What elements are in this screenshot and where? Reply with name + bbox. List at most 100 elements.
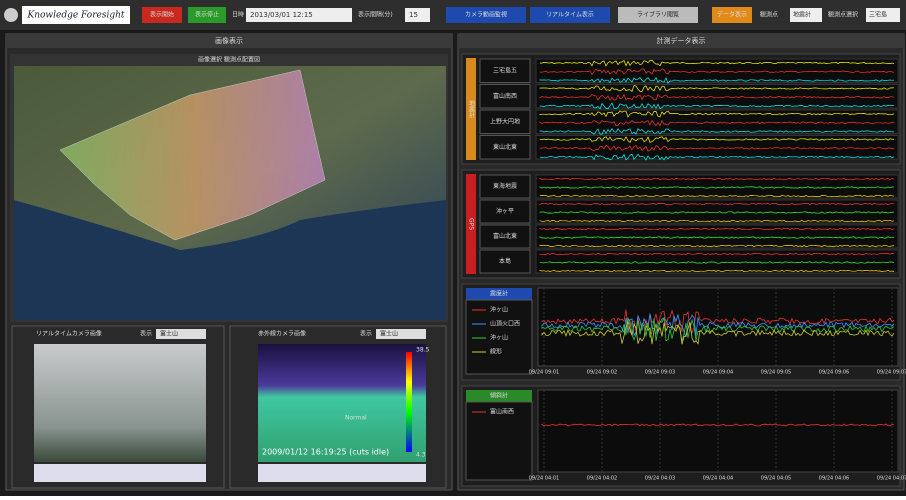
map-subtitle: 画像選択 観測点配置図 [198, 56, 260, 64]
time-label: 09/24 04:06 [819, 476, 849, 482]
marker-label: Normal [345, 415, 367, 422]
camera-select[interactable] [156, 329, 206, 339]
playback-bar[interactable] [34, 464, 206, 482]
interval-value[interactable]: 15 [409, 11, 418, 19]
label: 表示間隔(分) [358, 11, 393, 19]
waveform [539, 194, 895, 198]
label-box [466, 288, 532, 300]
station-label: 富山南西 [493, 92, 517, 100]
station-label-box [479, 174, 531, 199]
time-label: 09/24 04:02 [587, 476, 617, 482]
waveform-area [535, 249, 899, 274]
label-box [466, 390, 532, 402]
waveform [539, 144, 895, 152]
waveform-area [535, 135, 899, 160]
nav-button[interactable] [530, 7, 610, 23]
waveform [539, 219, 895, 223]
time-label: 09/24 09:01 [529, 370, 559, 376]
waveform [539, 211, 894, 214]
section-label: 地震計 [468, 99, 475, 119]
waveform [539, 85, 895, 93]
nav-label[interactable]: データ表示 [717, 11, 747, 19]
legend-box [465, 299, 533, 375]
playback-bar[interactable] [258, 464, 426, 482]
station-label: 沖ヶ平 [496, 207, 514, 215]
nav-label[interactable]: リアルタイム表示 [546, 11, 594, 19]
select-label: 表示 [360, 330, 372, 338]
nav-label[interactable]: ライブラリ閲覧 [637, 11, 679, 19]
camera-select[interactable] [376, 329, 426, 339]
camera-select-value[interactable]: 富士山 [380, 330, 398, 338]
waveform [539, 128, 895, 135]
waveform [539, 177, 895, 181]
station-label: 本島 [499, 257, 511, 265]
waveform [539, 136, 895, 143]
waveform [539, 153, 895, 161]
panel-header [6, 34, 452, 48]
time-label: 09/24 04:03 [645, 476, 675, 482]
waveform-area [535, 174, 899, 199]
station-label-box [479, 58, 531, 83]
station-value[interactable]: 三宅島 [869, 11, 887, 19]
legend-label: 線形 [490, 348, 502, 356]
waveform [539, 227, 895, 231]
time-label: 09/24 04:01 [529, 476, 559, 482]
section-label: 傾斜計 [490, 392, 508, 400]
date-value[interactable]: 2013/03/01 12:15 [250, 11, 313, 19]
infrared-image [258, 344, 426, 462]
time-label: 09/24 09:05 [761, 370, 791, 376]
observation-select[interactable] [790, 8, 822, 22]
time-label: 09/24 09:04 [703, 370, 733, 376]
waveform [539, 252, 895, 256]
camera-title: リアルタイムカメラ画像 [36, 330, 102, 338]
station-label: 上野大円地 [490, 117, 520, 125]
waveform [539, 261, 895, 264]
color-scale [406, 352, 412, 452]
station-select[interactable] [866, 8, 900, 22]
logo: Knowledge Foresight [26, 11, 124, 21]
waveform [539, 110, 895, 118]
interval-select[interactable] [405, 8, 430, 22]
nav-button[interactable] [618, 7, 698, 23]
waveform [539, 68, 895, 76]
station-label: 東山北東 [493, 143, 517, 151]
surface-mesh [59, 69, 326, 241]
station-label: 三宅島五 [493, 66, 517, 74]
trace [541, 316, 895, 342]
camera-image [34, 344, 206, 462]
nav-label[interactable]: カメラ動画監視 [465, 11, 507, 19]
button[interactable] [142, 7, 182, 23]
waveform [539, 269, 895, 273]
scale-min: 4.3 [416, 452, 426, 459]
legend-label: 沖ヶ山 [490, 306, 508, 314]
waveform [539, 119, 895, 127]
camera-select-value[interactable]: 富士山 [160, 330, 178, 338]
nav-button[interactable] [446, 7, 526, 23]
button-label[interactable]: 表示開始 [150, 11, 174, 19]
time-label: 09/24 04:05 [761, 476, 791, 482]
ir-timestamp: 2009/01/12 16:19:25 (cuts idle) [262, 448, 389, 457]
label: 日時 [232, 11, 244, 19]
logo-box [22, 6, 130, 24]
nav-button[interactable] [712, 7, 752, 23]
panel-title: 画像表示 [215, 36, 243, 45]
section-label: 震度計 [490, 290, 508, 298]
waveform [539, 186, 894, 189]
time-label: 09/24 09:07 [877, 370, 906, 376]
waveform [539, 93, 895, 101]
trace [541, 423, 895, 427]
date-input[interactable] [246, 8, 352, 22]
waveform [539, 102, 895, 110]
button-label[interactable]: 表示停止 [195, 11, 219, 19]
station-label-box [479, 135, 531, 160]
button[interactable] [188, 7, 226, 23]
station-label-box [479, 109, 531, 134]
time-label: 09/24 09:03 [645, 370, 675, 376]
panel-header [458, 34, 904, 48]
trace [541, 313, 895, 337]
time-label: 09/24 09:06 [819, 370, 849, 376]
observation-value[interactable]: 地震計 [793, 11, 811, 19]
app-icon [4, 8, 18, 22]
